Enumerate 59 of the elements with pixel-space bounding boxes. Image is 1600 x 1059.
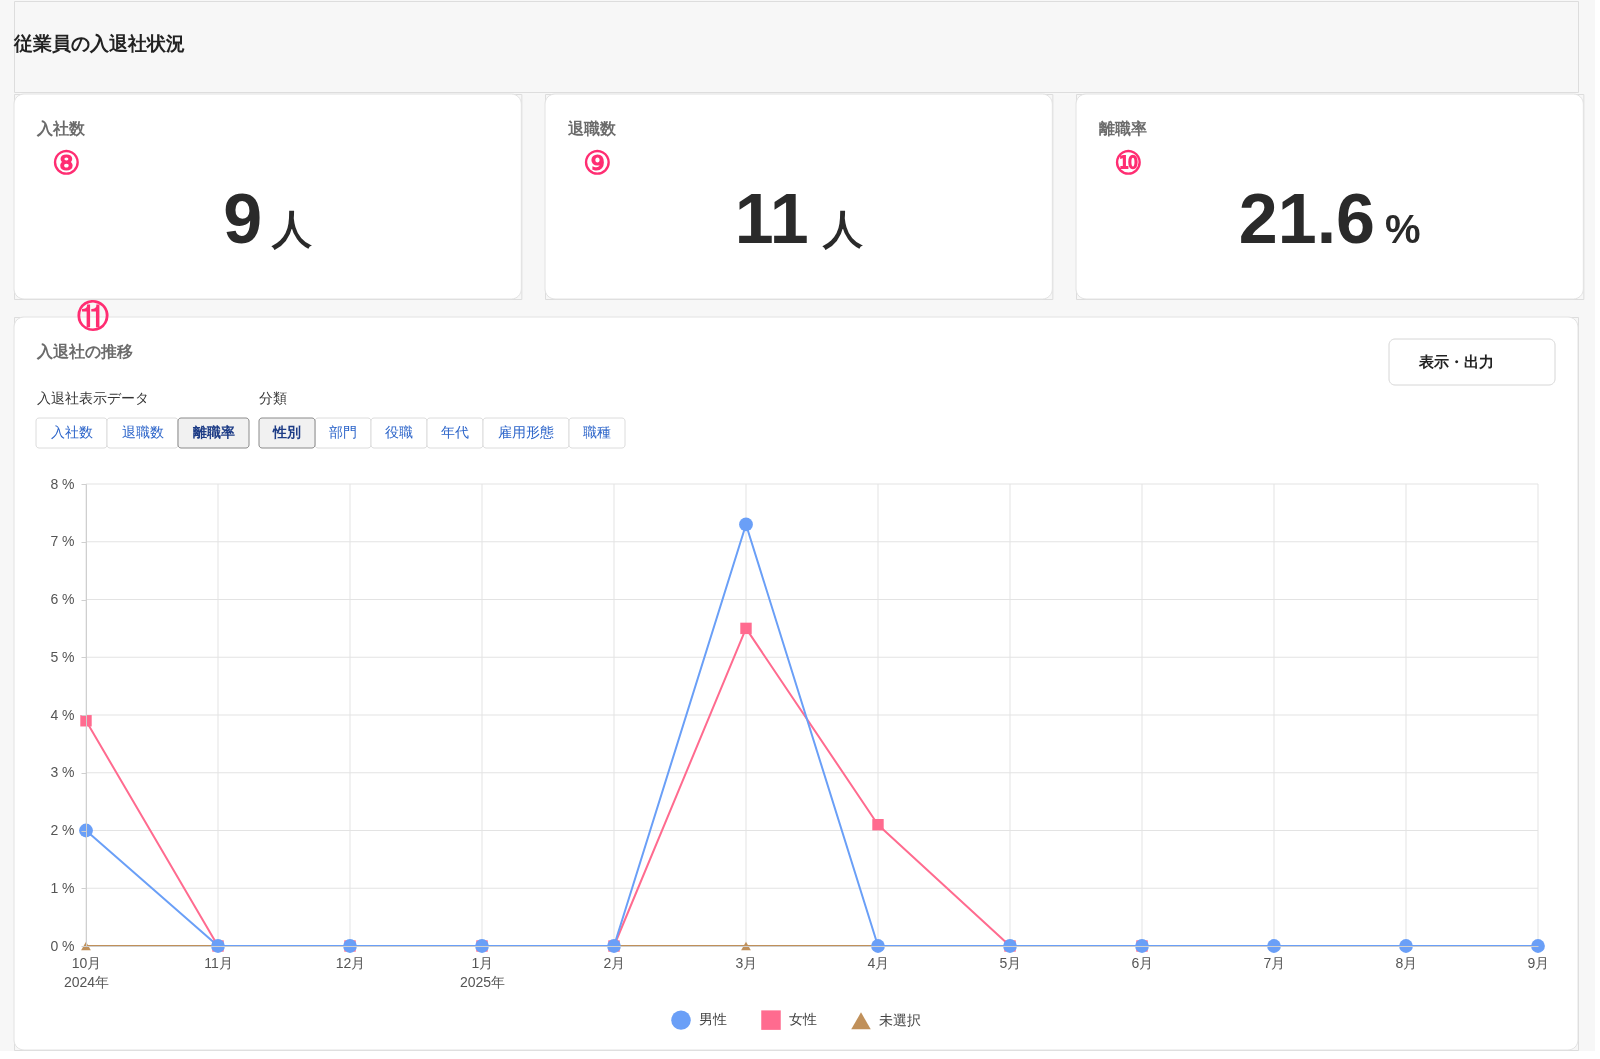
- text: 11: [734, 180, 809, 258]
- text: 人: [821, 207, 864, 251]
- point: [739, 517, 753, 532]
- text: 職種: [583, 424, 611, 440]
- text: 21.6: [1238, 180, 1376, 258]
- text: ⑧: [51, 145, 81, 181]
- x-tick-label: 9月: [1527, 954, 1550, 971]
- x-tick-label: 11月: [204, 954, 233, 971]
- text: 入退社表示データ: [37, 390, 149, 406]
- x-tick-label: 7月: [1263, 954, 1286, 971]
- text: %: [1385, 207, 1421, 251]
- point: [872, 819, 884, 831]
- y-tick-label: 3 %: [50, 764, 75, 781]
- text: 人: [271, 207, 314, 251]
- text: 9: [223, 180, 263, 258]
- text: ⑪: [77, 298, 109, 334]
- point: [1267, 939, 1281, 953]
- x-tick-label: 4月: [867, 954, 890, 971]
- x-tick-label: 8月: [1395, 954, 1418, 971]
- x-tick-label: 3月: [735, 954, 758, 971]
- text: 従業員の入退社状況: [13, 33, 185, 54]
- text: 離職率: [191, 424, 235, 440]
- x-tick-label: 6月: [1131, 954, 1154, 971]
- text: 退職数: [567, 120, 617, 137]
- text: 入社数: [50, 424, 93, 440]
- y-tick-label: 8 %: [50, 475, 75, 492]
- y-tick-label: 6 %: [50, 591, 75, 607]
- legend-label: 女性: [789, 1011, 817, 1028]
- x-tick-label: 10月 2024年: [63, 954, 110, 990]
- point: [79, 823, 93, 838]
- point: [1531, 939, 1545, 953]
- chart-title: 入退社の推移: [36, 343, 133, 360]
- y-tick-label: 2 %: [50, 822, 75, 838]
- text: 役職: [385, 424, 413, 440]
- text: 退職数: [121, 424, 164, 440]
- x-tick-label: 1月 2025年: [459, 954, 506, 990]
- text: 入社数: [36, 120, 86, 137]
- text: 部門: [329, 424, 357, 440]
- x-tick-label: 2月: [603, 954, 626, 971]
- text: 年代: [441, 424, 469, 440]
- text: 離職率: [1098, 119, 1147, 137]
- y-tick-label: 5 %: [50, 648, 75, 665]
- x-tick-label: 12月: [335, 954, 366, 971]
- legend-label: 未選択: [879, 1011, 921, 1028]
- text: 表示・出力: [1417, 353, 1494, 370]
- y-tick-label: 4 %: [50, 706, 75, 723]
- text: ⑨: [582, 145, 612, 181]
- text: 雇用形態: [498, 424, 554, 440]
- x-tick-label: 5月: [999, 954, 1022, 971]
- y-tick-label: 7 %: [50, 533, 75, 550]
- y-tick-label: 0 %: [50, 937, 75, 954]
- point: [1399, 939, 1413, 953]
- legend-label: 男性: [699, 1011, 727, 1028]
- text: 分類: [259, 390, 287, 406]
- point: [740, 622, 752, 635]
- text: 性別: [272, 424, 301, 440]
- text: ⑩: [1113, 145, 1143, 181]
- point: [80, 715, 92, 727]
- y-tick-label: 1 %: [50, 879, 75, 896]
